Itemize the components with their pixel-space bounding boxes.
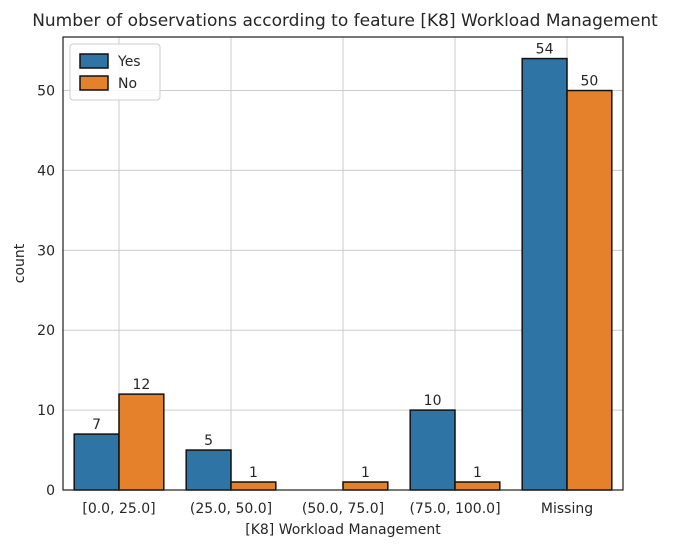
y-tick-label: 10: [37, 403, 55, 419]
bar-value-label: 1: [249, 465, 258, 481]
bar-value-label: 12: [132, 377, 150, 393]
bar-yes: [185, 449, 232, 491]
x-tick-label: (50.0, 75.0]: [302, 501, 384, 517]
bar-value-label: 1: [473, 465, 482, 481]
bar-value-label: 5: [204, 433, 213, 449]
x-tick-label: Missing: [541, 501, 593, 517]
bar-value-label: 10: [424, 393, 442, 409]
x-axis-ticks: [0.0, 25.0] (25.0, 50.0] (50.0, 75.0] (75.0…: [82, 501, 593, 517]
x-tick-label: [0.0, 25.0]: [82, 501, 155, 517]
bar-no: [454, 481, 501, 491]
y-tick-label: 30: [37, 243, 55, 259]
bar-no: [118, 393, 165, 491]
bar-yes: [73, 433, 120, 491]
y-axis-ticks: 0 10 20 30 40 50: [37, 84, 55, 499]
x-tick-label: (25.0, 50.0]: [190, 501, 272, 517]
legend: Yes No: [69, 43, 161, 101]
bar-labels: 7 5 10 54 12 1 1 1 50: [92, 42, 598, 481]
bar-yes: [409, 409, 456, 491]
legend-swatch-yes: [79, 53, 109, 69]
y-tick-label: 20: [37, 323, 55, 339]
bar-yes: [521, 57, 568, 491]
bars: [73, 57, 613, 491]
y-tick-label: 0: [46, 483, 55, 499]
legend-box: [69, 43, 161, 101]
bar-value-label: 50: [580, 74, 598, 90]
bar-no: [566, 89, 613, 491]
y-tick-label: 40: [37, 163, 55, 179]
plot-frame: [62, 36, 624, 491]
legend-swatch-no: [79, 75, 109, 91]
y-axis-label: count: [12, 243, 28, 283]
bar-value-label: 54: [536, 42, 554, 58]
bar-no: [342, 481, 389, 491]
legend-label-yes: Yes: [117, 54, 141, 70]
legend-label-no: No: [118, 76, 137, 92]
chart-title: Number of observations according to feat…: [32, 11, 658, 31]
bar-value-label: 7: [92, 417, 101, 433]
bar-value-label: 1: [361, 465, 370, 481]
x-tick-label: (75.0, 100.0]: [409, 501, 500, 517]
bar-no: [230, 481, 277, 491]
x-axis-label: [K8] Workload Management: [245, 522, 441, 538]
y-tick-label: 50: [37, 84, 55, 100]
